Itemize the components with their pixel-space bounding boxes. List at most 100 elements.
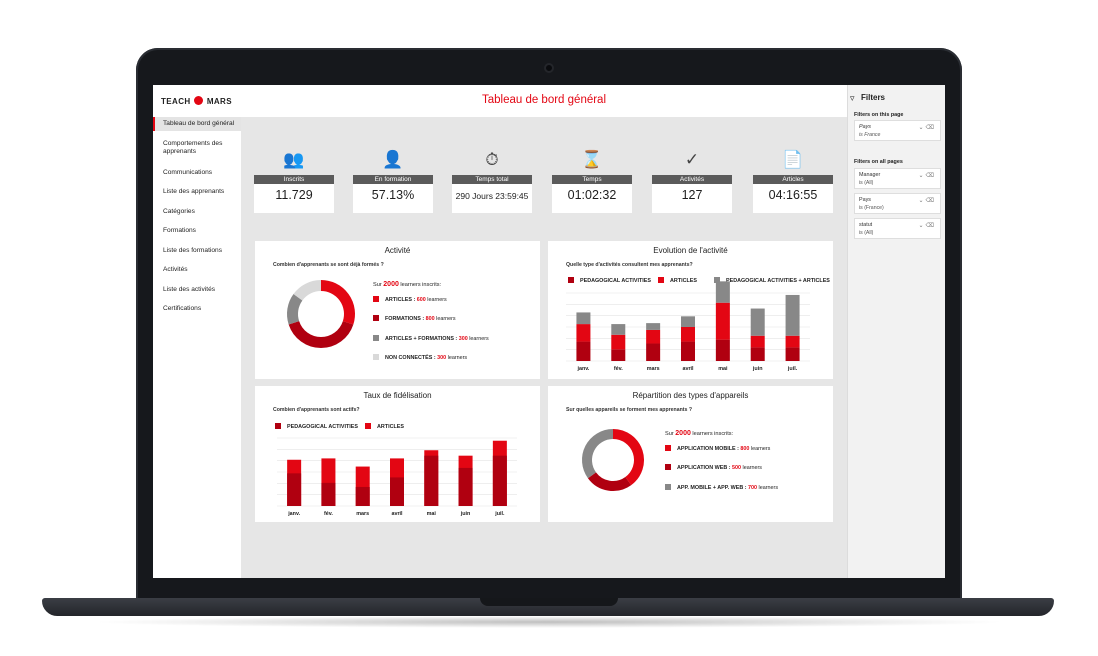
sidebar-item-comportements[interactable]: Comportements des apprenants xyxy=(163,140,223,155)
sidebar-item-certifications[interactable]: Certifications xyxy=(163,305,202,312)
kpi-value: 04:16:55 xyxy=(768,188,818,202)
filter-expand-icon[interactable]: ⌄⌫ xyxy=(918,125,936,131)
bar-1-3[interactable] xyxy=(681,327,695,342)
bar-0-1[interactable] xyxy=(321,482,336,506)
bar-0-4[interactable] xyxy=(424,455,439,506)
bar-2-6[interactable] xyxy=(785,294,800,336)
legend-swatch xyxy=(665,464,671,470)
legend-item: APPLICATION MOBILE : 800 learners xyxy=(665,445,770,452)
sidebar-item-tableau-de-bord[interactable]: Tableau de bord général xyxy=(163,120,235,127)
sidebar-item-communications[interactable]: Communications xyxy=(163,169,213,176)
filter-card-manager[interactable]: Manager is (All) ⌄⌫ xyxy=(854,168,941,189)
x-tick-label: fév. xyxy=(614,366,623,372)
donut-slice-application-mobile[interactable] xyxy=(612,429,644,486)
bar-0-5[interactable] xyxy=(458,467,473,506)
filter-expand-icon[interactable]: ⌄⌫ xyxy=(918,223,936,229)
legend-swatch xyxy=(373,315,379,321)
kpi-value: 127 xyxy=(681,188,703,202)
donut-slice-non-connect-s[interactable] xyxy=(293,280,322,301)
bar-1-4[interactable] xyxy=(715,302,730,340)
header-bar: Tableau de bord général xyxy=(241,85,847,117)
filter-expand-icon[interactable]: ⌄⌫ xyxy=(918,173,936,179)
kpi-box: En formation 57.13% xyxy=(353,175,433,213)
donut-chart-activite[interactable] xyxy=(286,279,356,349)
filter-value: is (All) xyxy=(859,230,874,236)
sidebar-item-categories[interactable]: Catégories xyxy=(163,208,195,215)
legend-unit: learners xyxy=(447,355,468,361)
dashboard-screen: TEACH MARS Tableau de bord général Compo… xyxy=(153,85,945,578)
panel-evolution: Evolution de l'activité Quelle type d'ac… xyxy=(548,241,833,379)
bar-0-2[interactable] xyxy=(355,486,370,506)
bar-0-2[interactable] xyxy=(646,343,661,361)
x-tick-label: mars xyxy=(356,511,369,517)
panel-subtitle: Quelle type d'activités consultent mes a… xyxy=(566,262,693,268)
donut-slice-app-mobile-app-web[interactable] xyxy=(582,429,614,479)
legend-unit: learners xyxy=(742,465,762,471)
bar-chart-fidelisation[interactable]: janv. fév. mars avril mai juin juil. xyxy=(255,386,540,522)
filter-expand-icon[interactable]: ⌄⌫ xyxy=(918,198,936,204)
bar-0-6[interactable] xyxy=(785,347,800,361)
bar-2-3[interactable] xyxy=(681,316,695,327)
bar-0-1[interactable] xyxy=(611,349,626,361)
donut-chart-appareils[interactable] xyxy=(581,428,645,492)
bar-0-6[interactable] xyxy=(492,455,507,506)
legend-swatch xyxy=(373,354,379,360)
kpi-card-articles[interactable]: 📄 Articles 04:16:55 xyxy=(753,147,833,213)
filter-value: is (France) xyxy=(859,205,884,211)
donut-slice-application-web[interactable] xyxy=(587,472,632,491)
legend-label: PEDAGOGICAL ACTIVITIES + ARTICLES xyxy=(726,278,830,284)
kpi-card-activites[interactable]: ✓ Activités 127 xyxy=(652,147,732,213)
teach-on-mars-logo[interactable]: TEACH MARS xyxy=(161,96,232,106)
legend-label: APPLICATION WEB : xyxy=(677,465,731,471)
bar-0-3[interactable] xyxy=(390,477,404,506)
sidebar-item-liste-apprenants[interactable]: Liste des apprenants xyxy=(163,188,225,195)
funnel-icon: ▿ xyxy=(850,93,855,103)
filter-card-pays[interactable]: Pays is (France) ⌄⌫ xyxy=(854,193,941,214)
x-tick-label: juil. xyxy=(494,511,505,517)
bar-2-5[interactable] xyxy=(750,308,765,336)
bar-0-4[interactable] xyxy=(715,339,730,361)
x-tick-label: avril xyxy=(391,511,403,517)
sidebar-item-activites[interactable]: Activités xyxy=(163,266,188,273)
bar-chart-evolution[interactable]: janv. fév. mars avril mai juin juil. xyxy=(548,241,833,379)
laptop-base xyxy=(42,598,1054,616)
donut-slice-articles-formations[interactable] xyxy=(287,294,303,325)
panel-title: Activité xyxy=(384,246,411,255)
donut-slice-formations[interactable] xyxy=(288,320,354,348)
kpi-card-temps-total[interactable]: ⏱ Temps total 290 Jours 23:59:45 xyxy=(452,147,532,213)
bar-2-2[interactable] xyxy=(646,323,661,330)
legend-unit: learners xyxy=(427,297,447,303)
bar-2-1[interactable] xyxy=(611,324,626,335)
document-icon: 📄 xyxy=(782,150,804,169)
filter-card-pays-page[interactable]: Pays is France ⌄⌫ xyxy=(854,120,941,141)
sidebar-item-liste-activites[interactable]: Liste des activités xyxy=(163,286,216,293)
bar-0-0[interactable] xyxy=(576,341,591,361)
bar-1-2[interactable] xyxy=(646,329,661,344)
camera-icon xyxy=(544,63,554,73)
filter-card-statut[interactable]: statut is (All) ⌄⌫ xyxy=(854,218,941,239)
kpi-card-en-formation[interactable]: 👤 En formation 57.13% xyxy=(353,147,433,213)
panel-title: Répartition des types d'appareils xyxy=(632,391,749,400)
bar-2-0[interactable] xyxy=(576,312,591,325)
bar-1-1[interactable] xyxy=(611,334,626,350)
kpi-label: Temps xyxy=(552,175,632,184)
kpi-box: Temps total 290 Jours 23:59:45 xyxy=(452,175,532,213)
kpi-card-inscrits[interactable]: 👥 Inscrits 11.729 xyxy=(254,147,334,213)
donut-slice-articles[interactable] xyxy=(320,280,355,325)
legend-swatch xyxy=(714,277,720,283)
bar-0-0[interactable] xyxy=(287,473,302,506)
bar-2-4[interactable] xyxy=(715,281,730,303)
kpi-label: Articles xyxy=(753,175,833,184)
sidebar-item-liste-formations[interactable]: Liste des formations xyxy=(163,247,223,254)
legend-value: 800 xyxy=(740,446,750,452)
bar-1-0[interactable] xyxy=(576,324,591,342)
bar-1-6[interactable] xyxy=(785,335,800,348)
legend-label: APP. MOBILE + APP. WEB : xyxy=(677,485,747,491)
bar-1-5[interactable] xyxy=(750,335,765,348)
bar-0-5[interactable] xyxy=(750,347,765,361)
sidebar-item-formations[interactable]: Formations xyxy=(163,227,196,234)
laptop-notch xyxy=(480,598,618,606)
kpi-card-temps[interactable]: ⌛ Temps 01:02:32 xyxy=(552,147,632,213)
legend-swatch xyxy=(373,296,379,302)
bar-0-3[interactable] xyxy=(681,341,695,361)
